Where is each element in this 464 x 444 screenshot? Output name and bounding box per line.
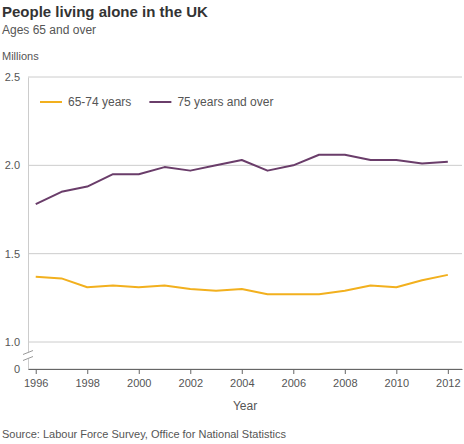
x-axis-title: Year [233, 399, 257, 413]
x-tick: 2006 [282, 369, 306, 389]
x-tick: 2012 [436, 369, 460, 389]
x-tick-label: 2008 [333, 377, 357, 389]
grid-line [28, 253, 462, 254]
plot-area [36, 155, 448, 295]
x-tick-mark [293, 369, 294, 374]
x-tick-label: 2006 [282, 377, 306, 389]
axis-break [23, 351, 33, 361]
axis-break-slash [23, 357, 33, 361]
x-axis: 1996 1998 2000 2002 2004 2006 2008 2010 2012 [24, 369, 463, 389]
legend-label: 75 years and over [177, 95, 273, 109]
y-axis: 0 1.0 1.5 2.0 2.5 [5, 71, 29, 375]
series-line [36, 155, 448, 204]
grid-line [28, 342, 462, 343]
y-tick-label: 0 [14, 363, 20, 375]
subtitle: Ages 65 and over [2, 23, 96, 37]
grid-line [28, 165, 462, 166]
x-axis-line [29, 369, 463, 370]
x-tick-mark [345, 369, 346, 374]
x-tick-mark [139, 369, 140, 374]
grid-line [28, 77, 462, 78]
x-tick: 1996 [24, 369, 48, 389]
legend-label: 65-74 years [68, 95, 131, 109]
x-tick-mark [36, 369, 37, 374]
x-tick: 2004 [230, 369, 254, 389]
x-tick-label: 2004 [230, 377, 254, 389]
series-line [36, 275, 448, 294]
y-tick-label: 1.0 [5, 336, 20, 348]
title: People living alone in the UK [2, 3, 208, 20]
legend-swatch [149, 101, 171, 103]
y-axis-title: Millions [2, 50, 39, 62]
chart: People living alone in the UK Ages 65 and… [0, 0, 464, 444]
x-tick-mark [242, 369, 243, 374]
x-tick: 2008 [333, 369, 357, 389]
legend-swatch [40, 101, 62, 103]
x-tick: 2002 [179, 369, 203, 389]
x-tick: 2010 [385, 369, 409, 389]
grid [28, 77, 462, 369]
y-tick-label: 1.5 [5, 248, 20, 260]
x-tick-label: 2000 [127, 377, 151, 389]
y-tick-label: 2.5 [5, 71, 20, 83]
x-tick-label: 2012 [436, 377, 460, 389]
x-tick-label: 1998 [75, 377, 99, 389]
y-tick: 0 [14, 363, 28, 375]
y-tick-label: 2.0 [5, 159, 20, 171]
y-tick: 1.0 [5, 336, 28, 348]
x-tick-mark [190, 369, 191, 374]
x-tick: 1998 [75, 369, 99, 389]
source: Source: Labour Force Survey, Office for … [2, 428, 286, 440]
x-tick-label: 2002 [179, 377, 203, 389]
x-tick-label: 2010 [385, 377, 409, 389]
y-axis-line [28, 78, 29, 370]
x-tick-mark [448, 369, 449, 374]
x-tick: 2000 [127, 369, 151, 389]
x-tick-mark [396, 369, 397, 374]
y-tick: 2.5 [5, 71, 28, 83]
x-tick-mark [87, 369, 88, 374]
y-tick: 2.0 [5, 159, 28, 171]
y-tick: 1.5 [5, 248, 28, 260]
x-tick-label: 1996 [24, 377, 48, 389]
axis-break-slash [23, 351, 33, 355]
legend: 65-74 years 75 years and over [40, 95, 273, 109]
